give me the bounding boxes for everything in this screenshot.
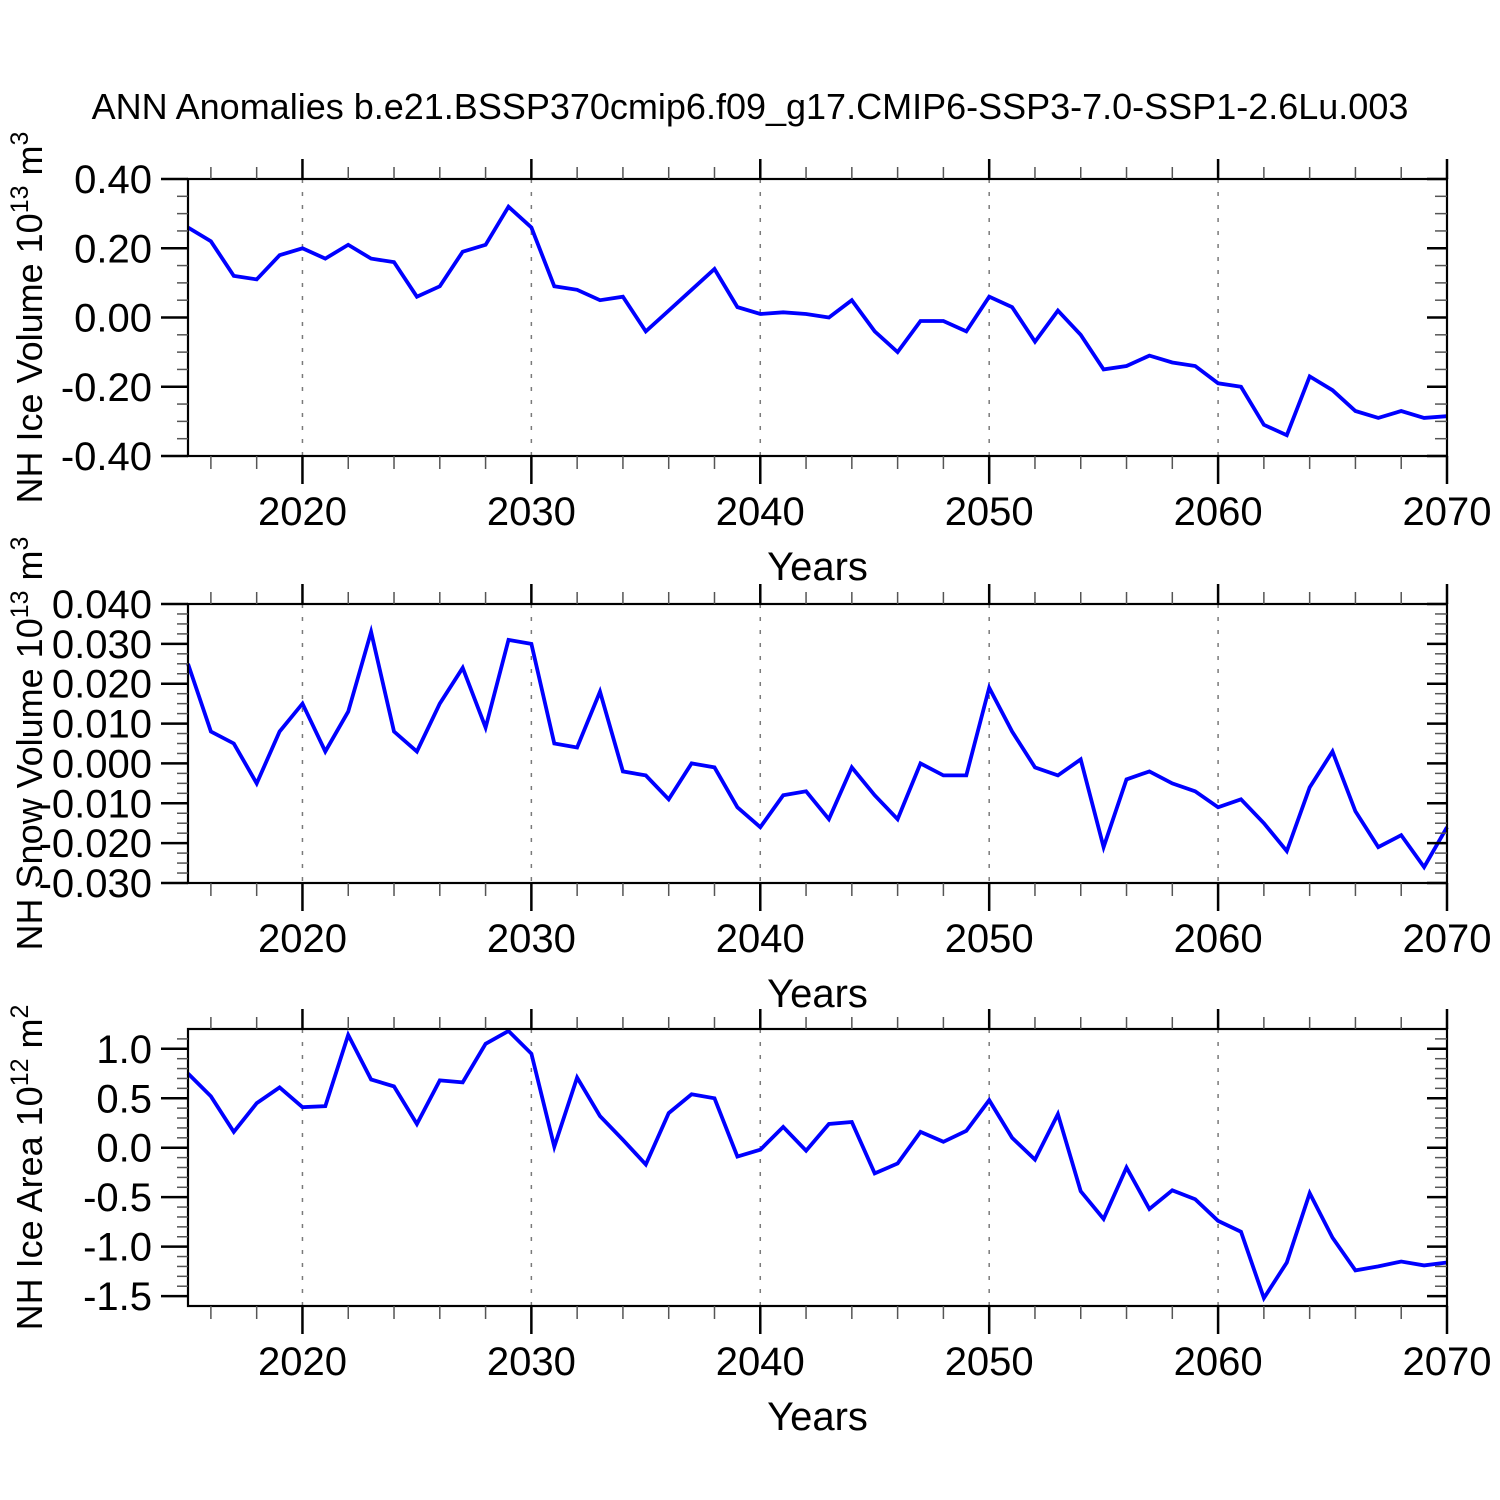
minor-ticks — [177, 1017, 1447, 1319]
axis-labels: 0.0400.0300.0200.0100.000-0.010-0.020-0.… — [6, 537, 1491, 1016]
x-tick-label: 2070 — [1403, 1340, 1492, 1384]
plot-frame — [186, 1027, 1449, 1308]
y-axis-title-superscript: 2 — [6, 1005, 34, 1019]
x-tick-label: 2060 — [1174, 490, 1263, 534]
y-tick-label: 0.20 — [74, 227, 152, 271]
y-tick-label: -1.5 — [83, 1275, 152, 1319]
y-axis-title-text: m — [9, 1018, 50, 1058]
x-tick-label: 2070 — [1403, 490, 1492, 534]
y-tick-label: 0.030 — [52, 623, 152, 667]
y-tick-label: -0.030 — [39, 862, 152, 906]
gridlines — [301, 604, 1219, 883]
y-tick-label: 0.5 — [96, 1077, 152, 1121]
axis-labels: 1.0 0.5 0.0 -0.5 -1.0 -1.5 2020 2030 2040 2050 206… — [6, 1005, 1491, 1439]
x-tick-label: 2030 — [487, 1340, 576, 1384]
major-ticks — [161, 584, 1449, 911]
data-line — [187, 203, 1448, 438]
y-axis-title-text: m — [9, 145, 50, 185]
y-axis-title-text: NH Ice Area 10 — [9, 1086, 50, 1330]
x-axis-title: Years — [767, 972, 868, 1016]
y-tick-label: 0.040 — [52, 583, 152, 627]
x-tick-label: 2050 — [945, 490, 1034, 534]
y-axis-title-superscript: 3 — [6, 132, 34, 146]
x-tick-label: 2060 — [1174, 1340, 1263, 1384]
panel-3: 1.0 0.5 0.0 -0.5 -1.0 -1.5 2020 2030 2040 2050 206… — [6, 1005, 1491, 1439]
plot-frame — [186, 602, 1449, 885]
y-axis-title-superscript: 12 — [6, 1058, 34, 1086]
x-tick-label: 2020 — [258, 917, 347, 961]
y-tick-label: 0.40 — [74, 158, 152, 202]
x-tick-label: 2050 — [945, 917, 1034, 961]
x-tick-label: 2060 — [1174, 917, 1263, 961]
y-tick-label: -0.010 — [39, 782, 152, 826]
y-axis-title: NH Ice Volume 1013 m3 — [6, 132, 50, 504]
chart-title: ANN Anomalies b.e21.BSSP370cmip6.f09_g17… — [91, 86, 1409, 127]
y-tick-label: 0.020 — [52, 663, 152, 707]
y-tick-label: -0.5 — [83, 1176, 152, 1220]
gridlines — [301, 1029, 1219, 1306]
y-axis-title-superscript: 3 — [6, 537, 34, 551]
panel-2: 0.0400.0300.0200.0100.000-0.010-0.020-0.… — [6, 537, 1491, 1016]
y-tick-label: -1.0 — [83, 1226, 152, 1270]
y-tick-label: -0.40 — [61, 435, 152, 479]
major-ticks — [161, 1009, 1449, 1334]
minor-ticks — [177, 167, 1447, 469]
major-ticks — [161, 159, 1449, 484]
y-tick-label: 1.0 — [96, 1028, 152, 1072]
x-tick-label: 2040 — [716, 1340, 805, 1384]
y-tick-label: -0.020 — [39, 822, 152, 866]
data-line — [186, 624, 1449, 871]
y-tick-label: 0.000 — [52, 742, 152, 786]
y-axis-title: NH Ice Area 1012 m2 — [6, 1005, 50, 1331]
x-tick-label: 2030 — [487, 490, 576, 534]
y-axis-title-superscript: 13 — [6, 185, 34, 213]
x-tick-label: 2050 — [945, 1340, 1034, 1384]
x-tick-label: 2070 — [1403, 917, 1492, 961]
axis-labels: 0.40 0.20 0.00 -0.20 -0.40 2020 2030 2040 2050 20… — [6, 132, 1491, 589]
x-tick-label: 2020 — [258, 490, 347, 534]
y-tick-label: -0.20 — [61, 366, 152, 410]
gridlines — [301, 179, 1219, 456]
y-axis-title-text: m — [9, 550, 50, 590]
y-axis-title-text: NH Snow Volume 10 — [9, 618, 50, 950]
panel-1: 0.40 0.20 0.00 -0.20 -0.40 2020 2030 2040 2050 20… — [6, 132, 1491, 589]
x-tick-label: 2020 — [258, 1340, 347, 1384]
minor-ticks — [177, 592, 1447, 896]
data-line — [186, 1028, 1448, 1303]
y-tick-label: 0.010 — [52, 703, 152, 747]
x-tick-label: 2040 — [716, 490, 805, 534]
y-axis-title: NH Snow Volume 1013 m3 — [6, 537, 50, 951]
x-tick-label: 2030 — [487, 917, 576, 961]
y-axis-title-text: NH Ice Volume 10 — [9, 213, 50, 503]
x-axis-title: Years — [767, 545, 868, 589]
y-axis-title-superscript: 13 — [6, 590, 34, 618]
y-tick-label: 0.00 — [74, 297, 152, 341]
y-tick-label: 0.0 — [96, 1127, 152, 1171]
x-tick-label: 2040 — [716, 917, 805, 961]
x-axis-title: Years — [767, 1395, 868, 1439]
